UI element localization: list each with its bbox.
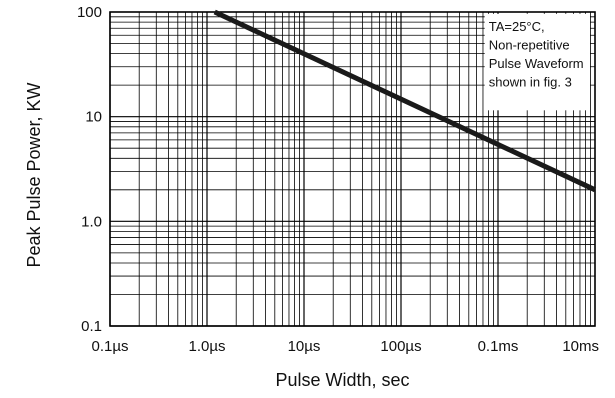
x-tick-label: 100µs — [380, 338, 421, 355]
y-tick-label: 0.1 — [81, 318, 102, 335]
series-line-1 — [213, 9, 597, 193]
x-tick-label: 10µs — [288, 338, 321, 355]
annotation-box — [484, 13, 590, 111]
annotation-line-2: Non-repetitive — [489, 37, 570, 52]
y-tick-label: 100 — [77, 4, 102, 21]
x-axis-label: Pulse Width, sec — [275, 370, 409, 390]
grid — [109, 11, 596, 327]
annotation-line-4: shown in fig. 3 — [489, 74, 572, 89]
x-tick-label: 1.0µs — [189, 338, 226, 355]
series-layer — [213, 9, 597, 193]
y-tick-labels: 0.1 1.0 10 100 — [77, 4, 102, 335]
y-axis-label: Peak Pulse Power, KW — [24, 82, 44, 267]
y-tick-label: 1.0 — [81, 213, 102, 230]
x-tick-label: 0.1ms — [478, 338, 519, 355]
x-tick-label: 10ms — [562, 338, 599, 355]
y-tick-label: 10 — [85, 109, 102, 126]
annotation-text: TA=25°C, Non-repetitive Pulse Waveform s… — [489, 19, 588, 90]
x-tick-label: 0.1µs — [92, 338, 129, 355]
annotation-line-3: Pulse Waveform — [489, 56, 584, 71]
annotation-line-1: TA=25°C, — [489, 19, 545, 34]
plot-frame — [109, 11, 596, 327]
x-tick-labels: 0.1µs 1.0µs 10µs 100µs 0.1ms 10ms — [92, 338, 600, 355]
